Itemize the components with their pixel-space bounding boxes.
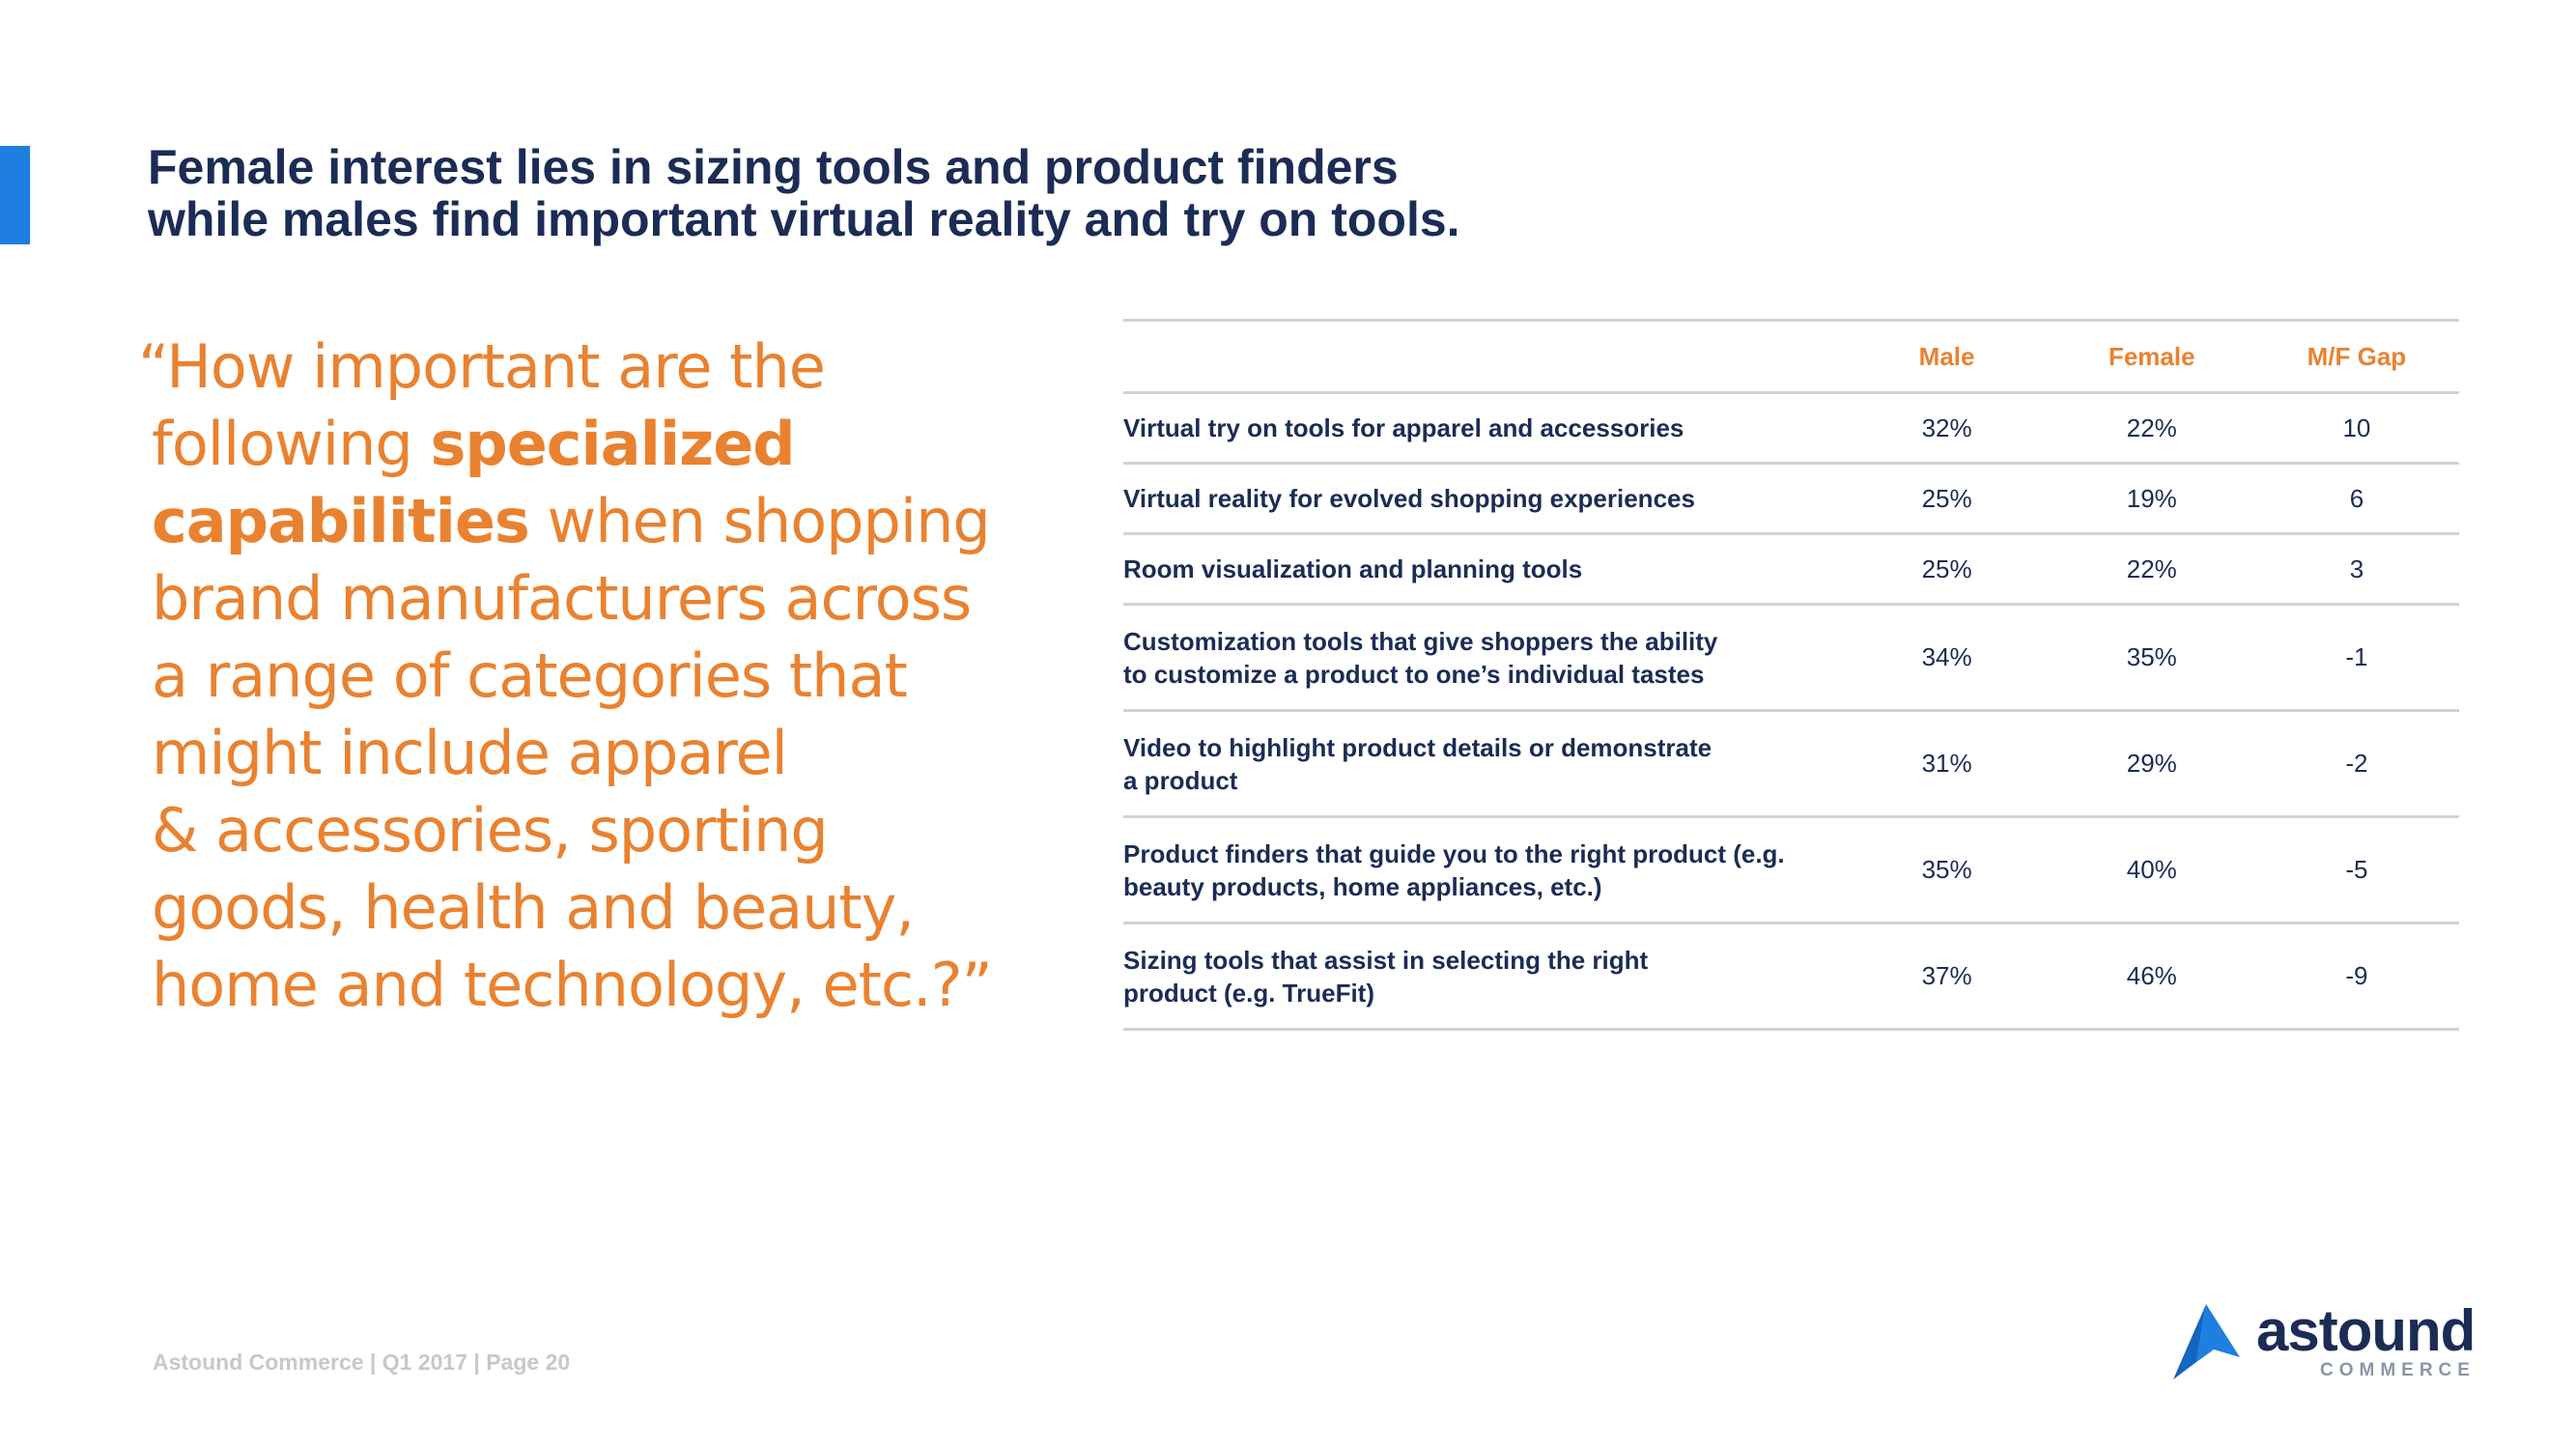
female-value: 22% xyxy=(2126,554,2177,583)
male-value: 37% xyxy=(1921,961,1972,990)
table-row: Sizing tools that assist in selecting th… xyxy=(1123,924,2459,1031)
logo-subtitle: COMMERCE xyxy=(2320,1360,2476,1380)
row-label-line: Product finders that guide you to the ri… xyxy=(1123,838,1785,868)
row-label: Virtual reality for evolved shopping exp… xyxy=(1123,482,1845,515)
page-title: Female interest lies in sizing tools and… xyxy=(148,141,1790,245)
row-label-line: Virtual reality for evolved shopping exp… xyxy=(1123,484,1695,513)
page-title-line-1: Female interest lies in sizing tools and… xyxy=(148,140,1399,194)
female-value: 35% xyxy=(2126,642,2177,671)
row-label-line: product (e.g. TrueFit) xyxy=(1123,978,1374,1008)
page-title-line-2: while males find important virtual reali… xyxy=(148,192,1460,246)
row-label-line: beauty products, home appliances, etc.) xyxy=(1123,871,1602,901)
row-label-line: Customization tools that give shoppers t… xyxy=(1123,626,1718,656)
table-row: Customization tools that give shoppers t… xyxy=(1123,606,2459,712)
gap-value: -1 xyxy=(2345,642,2368,671)
survey-question-quote: “How important are the following special… xyxy=(138,328,1007,1024)
capabilities-table: Male Female M/F Gap Virtual try on tools… xyxy=(1123,319,2459,1031)
quote-emphasis: capabilities xyxy=(152,486,530,556)
quote-text: following xyxy=(152,409,431,479)
female-value: 19% xyxy=(2126,483,2177,513)
quote-line-9: home and technology, etc.?” xyxy=(152,950,993,1020)
logo-wordmark: astound xyxy=(2256,1298,2476,1363)
gap-value: -9 xyxy=(2345,961,2368,990)
gap-value: 10 xyxy=(2342,412,2371,442)
table-row: Virtual try on tools for apparel and acc… xyxy=(1123,394,2459,465)
quote-line-6: might include apparel xyxy=(152,718,788,788)
astound-logo: astound COMMERCE xyxy=(2167,1300,2476,1381)
male-value: 34% xyxy=(1921,642,1972,671)
row-label-line: Virtual try on tools for apparel and acc… xyxy=(1123,413,1684,442)
table-body: Virtual try on tools for apparel and acc… xyxy=(1123,394,2459,1031)
page-footer: Astound Commerce | Q1 2017 | Page 20 xyxy=(153,1350,571,1375)
female-value: 29% xyxy=(2126,749,2177,778)
row-label: Video to highlight product details or de… xyxy=(1123,731,1845,797)
female-value: 46% xyxy=(2126,961,2177,990)
quote-line-1: “How important are the xyxy=(138,331,826,402)
row-label-line: Room visualization and planning tools xyxy=(1123,554,1583,583)
quote-line-7: & accessories, sporting xyxy=(152,795,829,866)
male-value: 25% xyxy=(1921,483,1972,513)
quote-line-2: following specialized xyxy=(138,406,1007,483)
table-row: Video to highlight product details or de… xyxy=(1123,712,2459,818)
row-label-line: a product xyxy=(1123,765,1238,795)
column-header-gap: M/F Gap xyxy=(2307,341,2407,371)
female-value: 40% xyxy=(2126,855,2177,884)
column-header-female: Female xyxy=(2108,341,2195,371)
male-value: 32% xyxy=(1921,412,1972,442)
male-value: 31% xyxy=(1921,749,1972,778)
table-header-row: Male Female M/F Gap xyxy=(1123,322,2459,394)
quote-text: when shopping xyxy=(528,486,991,556)
table-row: Virtual reality for evolved shopping exp… xyxy=(1123,465,2459,535)
male-value: 35% xyxy=(1921,855,1972,884)
row-label: Virtual try on tools for apparel and acc… xyxy=(1123,412,1845,444)
row-label-line: Video to highlight product details or de… xyxy=(1123,732,1713,762)
gap-value: -5 xyxy=(2345,855,2368,884)
row-label: Sizing tools that assist in selecting th… xyxy=(1123,944,1845,1009)
row-label: Customization tools that give shoppers t… xyxy=(1123,625,1845,691)
accent-bar xyxy=(0,146,30,244)
gap-value: -2 xyxy=(2345,749,2368,778)
quote-line-4: brand manufacturers across xyxy=(152,563,972,634)
gap-value: 6 xyxy=(2349,483,2364,513)
row-label: Room visualization and planning tools xyxy=(1123,553,1845,585)
gap-value: 3 xyxy=(2349,554,2364,583)
row-label: Product finders that guide you to the ri… xyxy=(1123,838,1845,903)
astound-triangle-icon xyxy=(2173,1304,2240,1379)
table-top-rule xyxy=(1123,319,2459,322)
column-header-male: Male xyxy=(1918,341,1975,371)
table-row: Room visualization and planning tools 25%… xyxy=(1123,535,2459,606)
row-label-line: to customize a product to one’s individu… xyxy=(1123,659,1705,689)
quote-line-5: a range of categories that xyxy=(152,640,908,711)
male-value: 25% xyxy=(1921,554,1972,583)
quote-line-8: goods, health and beauty, xyxy=(152,872,915,943)
row-label-line: Sizing tools that assist in selecting th… xyxy=(1123,945,1649,975)
quote-line-3: capabilities when shopping xyxy=(138,483,1007,560)
female-value: 22% xyxy=(2126,412,2177,442)
quote-emphasis: specialized xyxy=(430,409,795,479)
table-row: Product finders that guide you to the ri… xyxy=(1123,818,2459,924)
